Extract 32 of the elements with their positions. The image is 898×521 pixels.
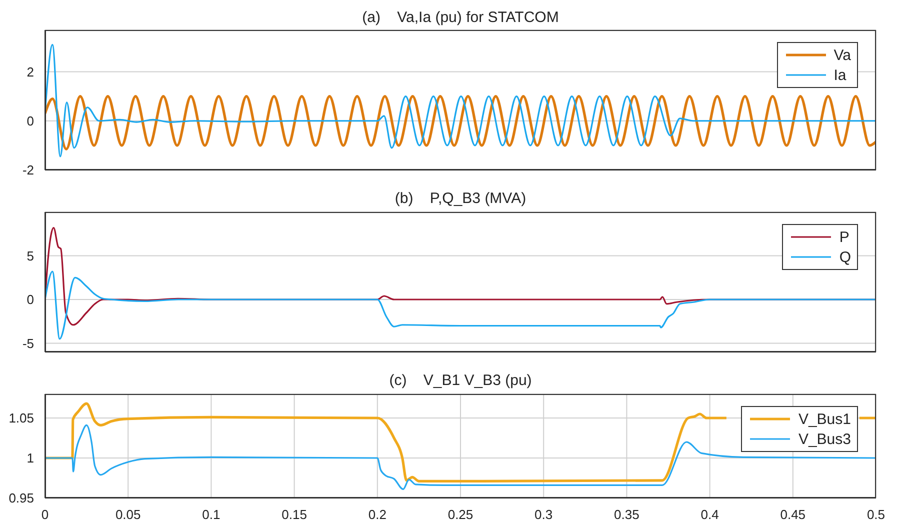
x-tick-label: 0.3 (534, 507, 553, 521)
chart-title: (c) V_B1 V_B3 (pu) (388, 371, 533, 391)
y-tick-label: 0 (26, 113, 34, 128)
y-tick-label: -5 (22, 336, 34, 351)
legend-label: Va (834, 46, 851, 64)
y-tick-label: 2 (26, 64, 34, 80)
x-tick-label: 0.35 (614, 507, 640, 521)
x-tick-label: 0 (41, 507, 49, 521)
y-tick-label: -2 (22, 162, 34, 178)
x-tick-label: 0.2 (368, 507, 386, 521)
x-tick-label: 0.1 (202, 507, 220, 521)
y-tick-label: 0.95 (8, 490, 34, 506)
line-series (45, 270, 876, 340)
line-series (45, 44, 876, 158)
legend-label: Q (839, 248, 851, 266)
y-tick-label: 1.05 (8, 410, 34, 426)
x-tick-label: 0.25 (448, 507, 474, 521)
y-tick-label: 5 (26, 248, 34, 264)
x-tick-label: 0.45 (780, 507, 806, 521)
legend-label: Ia (834, 66, 846, 84)
chart-title: (b) P,Q_B3 (MVA) (394, 189, 528, 209)
line-series (45, 95, 876, 150)
legend-label: V_Bus3 (798, 430, 851, 448)
legend-label: P (839, 228, 850, 246)
x-tick-label: 0.5 (866, 507, 886, 521)
chart-title: (a) Va,Ia (pu) for STATCOM (361, 8, 560, 28)
x-tick-label: 0.4 (700, 507, 719, 521)
y-tick-label: 0 (26, 292, 34, 308)
x-tick-label: 0.05 (115, 507, 141, 521)
y-tick-label: 1 (26, 450, 34, 466)
x-tick-label: 0.15 (282, 507, 307, 521)
series-label: V_Bus1 (798, 410, 851, 428)
